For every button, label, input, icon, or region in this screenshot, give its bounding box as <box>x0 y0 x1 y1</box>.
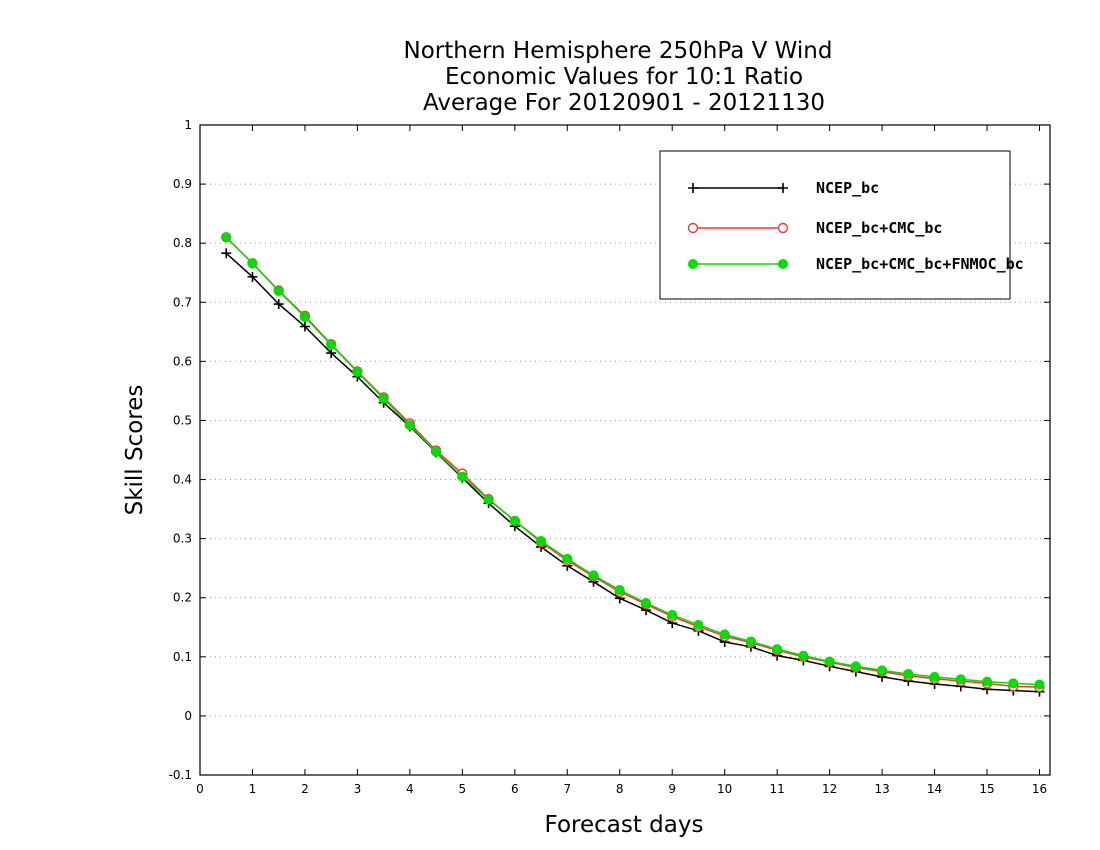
data-point <box>903 668 914 679</box>
data-point <box>824 656 835 667</box>
legend-box <box>659 150 1011 300</box>
y-tick-label: 0.6 <box>173 354 192 368</box>
x-tick-label: 6 <box>511 782 519 796</box>
legend-entry: NCEP_bc+CMC_bc+FNMOC_bc <box>688 255 1024 273</box>
y-tick-label: 0.8 <box>173 236 192 250</box>
data-point <box>221 232 232 243</box>
data-point <box>404 420 415 431</box>
y-tick-label: 1 <box>184 118 192 132</box>
grid-lines <box>200 183 1050 717</box>
x-tick-label: 5 <box>459 782 467 796</box>
data-point <box>929 671 940 682</box>
x-tick-label: 13 <box>874 782 889 796</box>
data-point <box>640 598 651 609</box>
axis-ticks: -0.100.10.20.30.40.50.60.70.80.910 1 2 3 4 5 6… <box>169 118 1050 796</box>
data-point <box>221 248 232 259</box>
x-tick-label: 16 <box>1032 782 1047 796</box>
data-point <box>299 312 310 323</box>
data-point <box>687 222 699 234</box>
data-point <box>719 629 730 640</box>
y-tick-label: 0 <box>184 709 192 723</box>
data-point <box>1034 679 1045 690</box>
x-tick-label: 2 <box>301 782 309 796</box>
data-point <box>273 299 284 310</box>
data-point <box>483 494 494 505</box>
data-point <box>688 183 698 193</box>
data-point <box>536 536 547 546</box>
series-0 <box>221 248 1045 697</box>
data-point <box>955 674 966 685</box>
title-line-3: Average For 20120901 - 20121130 <box>423 90 825 116</box>
y-tick-label: 0.7 <box>173 295 192 309</box>
legend: NCEP_bc NCEP_bc+CMC_bc NCEP_bc+CMC_bc+FNMO… <box>659 150 1024 300</box>
x-tick-label: 7 <box>563 782 571 796</box>
x-tick-label: 4 <box>406 782 414 796</box>
legend-label: NCEP_bc+CMC_bc+FNMOC_bc <box>816 255 1024 273</box>
x-tick-label: 12 <box>822 782 837 796</box>
title-line-2: Economic Values for 10:1 Ratio <box>445 64 803 90</box>
y-tick-label: 0.5 <box>173 413 192 427</box>
data-point <box>352 367 363 377</box>
x-tick-label: 14 <box>927 782 942 796</box>
series-line <box>225 236 1040 688</box>
y-tick-label: 0.3 <box>173 532 192 546</box>
title-line-1: Northern Hemisphere 250hPa V Wind <box>404 38 833 64</box>
data-point <box>588 570 599 581</box>
data-point <box>688 259 698 269</box>
chart-title: Northern Hemisphere 250hPa V Wind Econom… <box>404 38 833 116</box>
x-tick-label: 8 <box>616 782 624 796</box>
data-point <box>299 321 310 332</box>
legend-label: NCEP_bc <box>816 179 879 197</box>
data-point <box>431 446 442 457</box>
data-point <box>614 585 625 596</box>
data-point <box>850 661 861 672</box>
data-point <box>667 609 678 620</box>
legend-entry: NCEP_bc+CMC_bc <box>687 219 942 237</box>
x-tick-label: 11 <box>770 782 785 796</box>
data-point <box>777 222 789 234</box>
series-2 <box>221 232 1045 690</box>
legend-label: NCEP_bc+CMC_bc <box>816 219 942 237</box>
data-point <box>877 665 888 676</box>
data-point <box>778 183 788 193</box>
series-line <box>225 236 1040 686</box>
data-point <box>326 339 337 350</box>
data-point <box>378 393 389 404</box>
data-point <box>778 259 788 269</box>
series-line <box>225 252 1040 693</box>
data-point <box>1008 678 1019 689</box>
x-tick-label: 1 <box>249 782 257 796</box>
plot-frame <box>199 124 1051 776</box>
data-point <box>693 619 704 630</box>
data-point <box>982 676 993 687</box>
y-tick-label: 0.2 <box>173 591 192 605</box>
data-point <box>247 258 258 269</box>
x-tick-label: 3 <box>354 782 362 796</box>
y-tick-label: -0.1 <box>169 768 192 782</box>
data-point <box>798 650 809 661</box>
data-point <box>509 515 520 526</box>
data-point <box>273 286 284 297</box>
series-group <box>221 232 1045 697</box>
x-tick-label: 9 <box>668 782 676 796</box>
y-tick-label: 0.4 <box>173 473 192 487</box>
x-axis-label: Forecast days <box>545 812 704 838</box>
data-point <box>772 644 783 655</box>
x-tick-label: 0 <box>196 782 204 796</box>
y-axis-label: Skill Scores <box>122 385 148 516</box>
x-tick-label: 15 <box>979 782 994 796</box>
y-tick-label: 0.9 <box>173 177 192 191</box>
data-point <box>745 636 756 647</box>
data-point <box>562 553 573 564</box>
data-point <box>247 271 258 282</box>
data-point <box>457 471 468 482</box>
legend-entry: NCEP_bc <box>688 179 879 197</box>
y-tick-label: 0.1 <box>173 650 192 664</box>
x-tick-label: 10 <box>717 782 732 796</box>
series-1 <box>221 232 1045 693</box>
